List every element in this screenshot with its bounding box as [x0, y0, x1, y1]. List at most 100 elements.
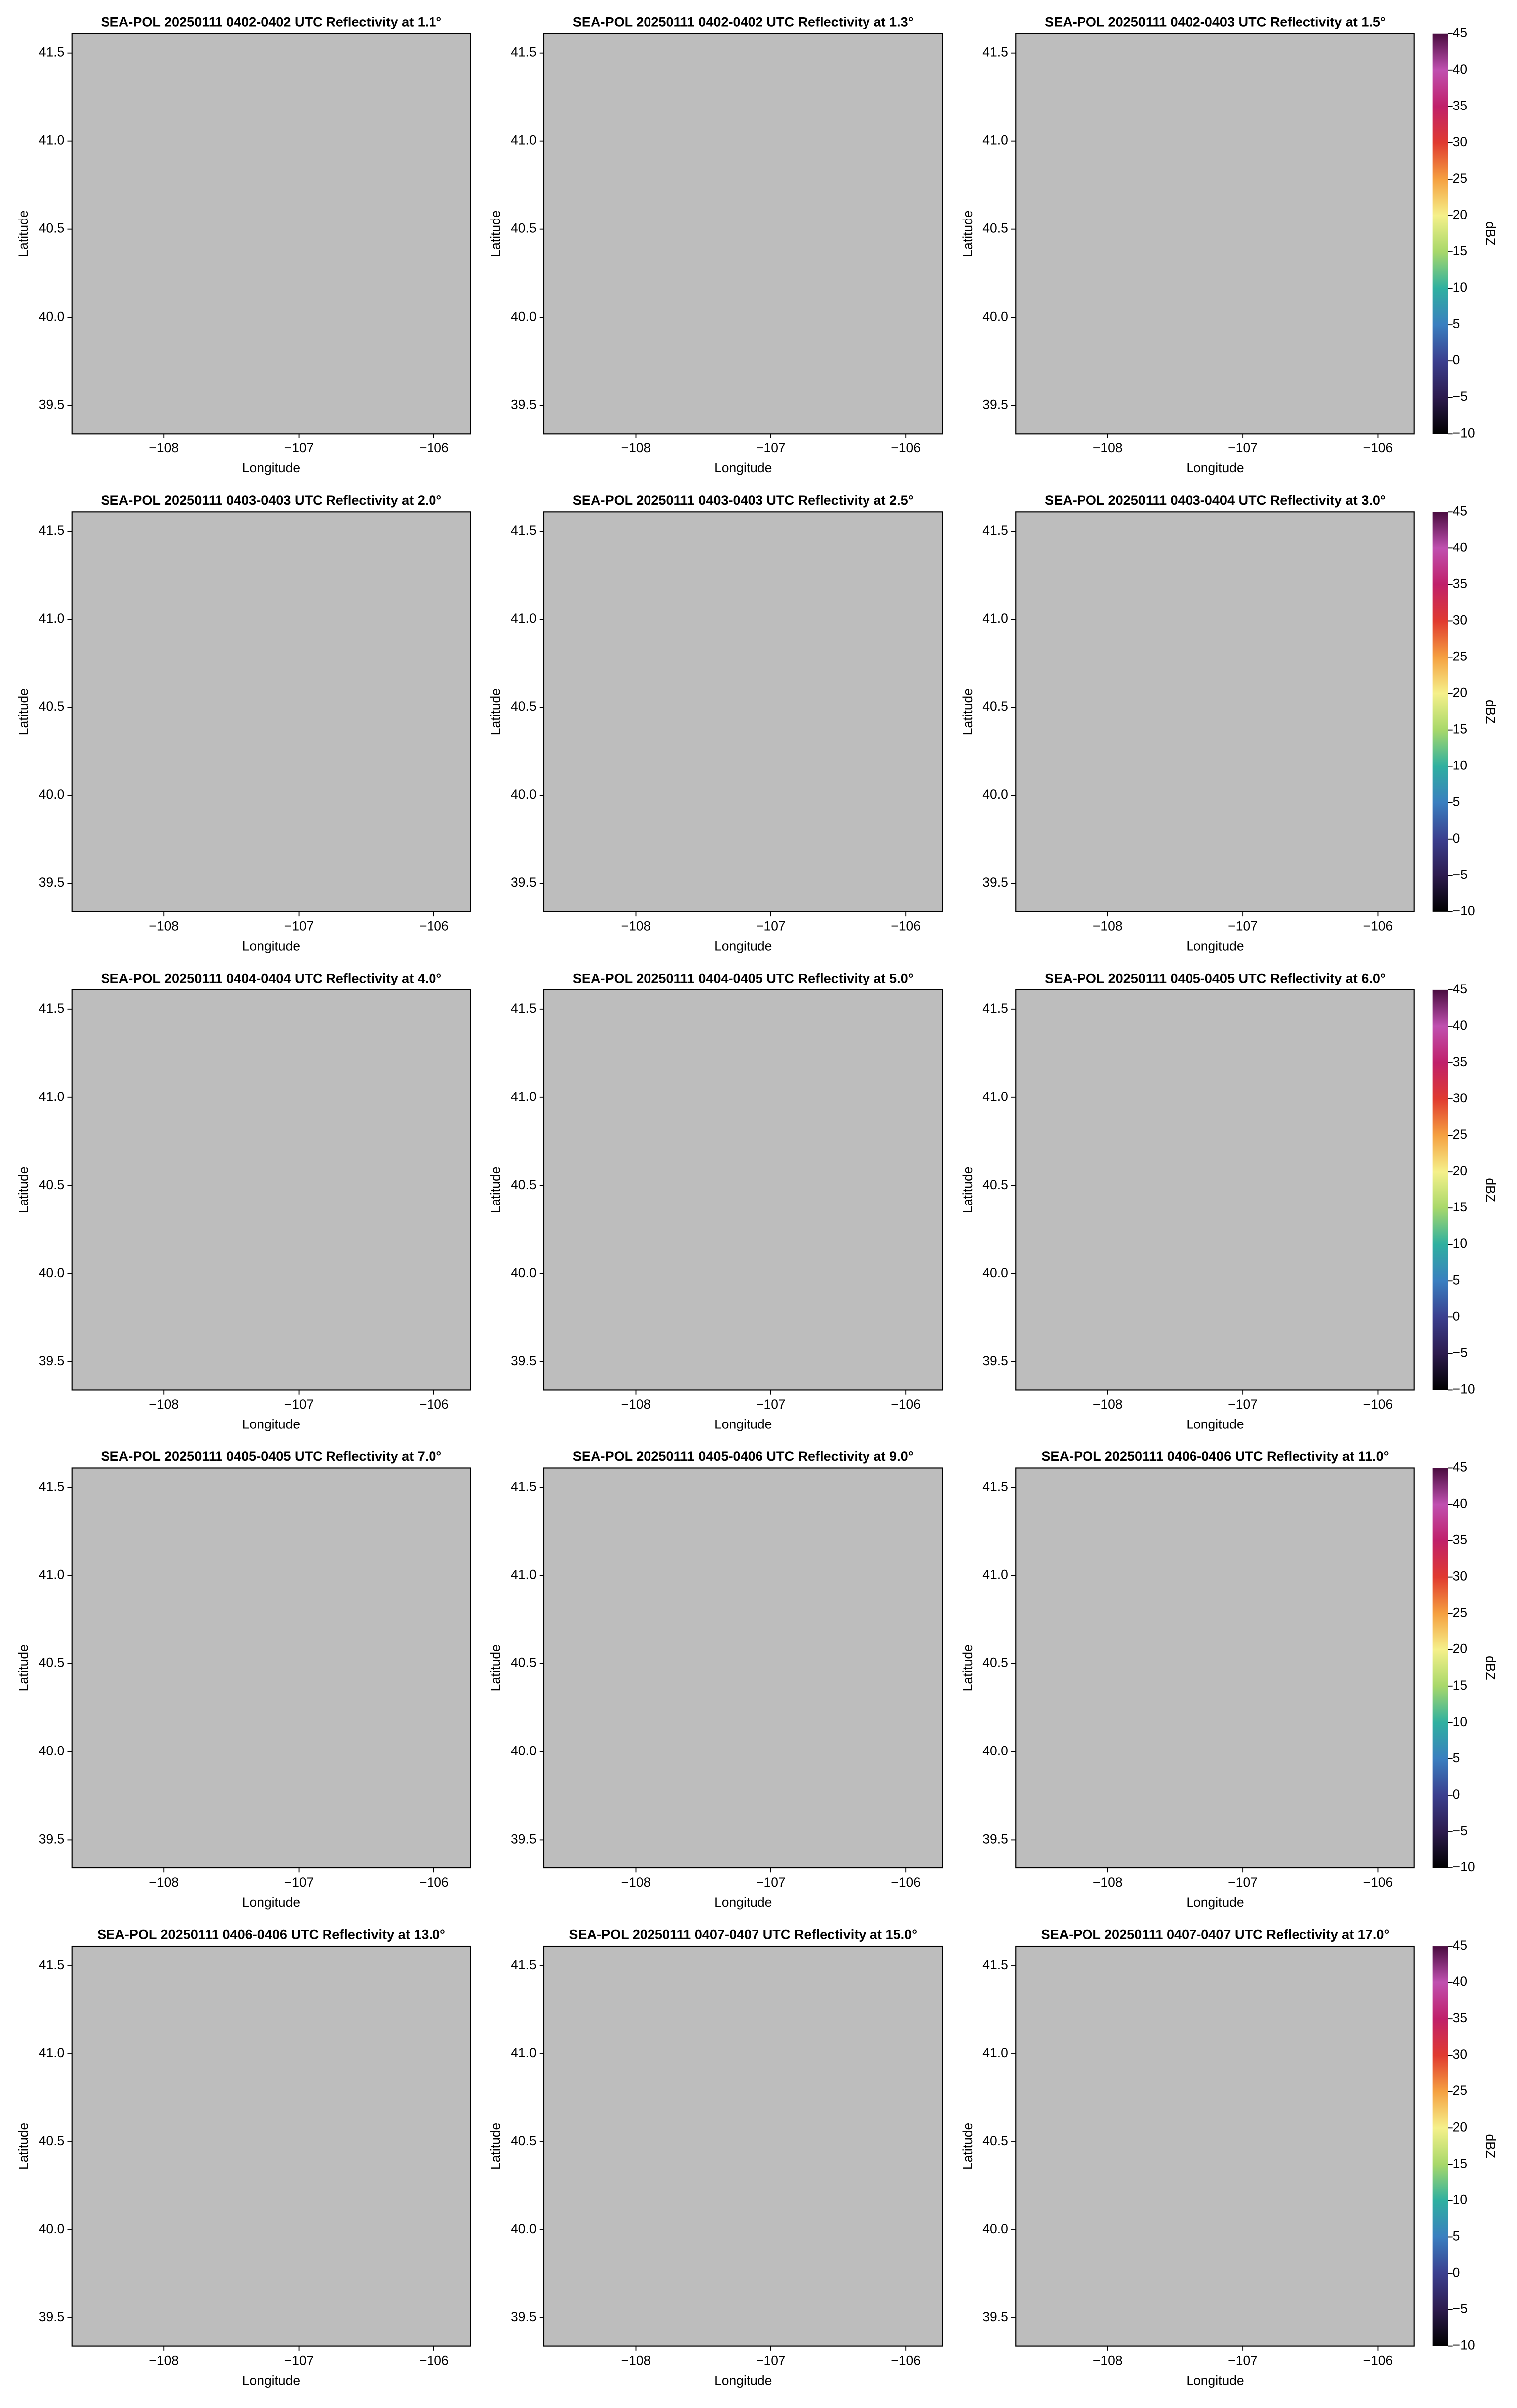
colorbar-tick-label: 40 — [1453, 1018, 1467, 1033]
axes-frame — [71, 33, 471, 435]
x-axis-label: Longitude — [714, 1895, 772, 1910]
y-tick-label: 41.0 — [511, 1089, 537, 1104]
colorbar-tick-label: 5 — [1453, 794, 1460, 809]
x-tick-label: −107 — [1228, 1397, 1258, 1412]
colorbar-tick-label: −5 — [1453, 1823, 1468, 1838]
y-tick-label: 41.0 — [39, 133, 65, 148]
y-tick-label: 41.0 — [511, 133, 537, 148]
colorbar-tick-label: 5 — [1453, 1751, 1460, 1765]
y-tick-label: 40.0 — [39, 2221, 65, 2236]
panel-title: SEA-POL 20250111 0403-0403 UTC Reflectiv… — [101, 492, 442, 508]
y-tick-label: 41.0 — [511, 611, 537, 626]
panel-title: SEA-POL 20250111 0407-0407 UTC Reflectiv… — [1041, 1927, 1390, 1942]
x-tick-label: −107 — [1228, 2353, 1258, 2368]
panel-title: SEA-POL 20250111 0406-0406 UTC Reflectiv… — [97, 1927, 445, 1942]
x-tick-label: −107 — [284, 440, 314, 455]
y-tick-label: 41.5 — [39, 523, 65, 538]
x-tick-label: −106 — [419, 1397, 449, 1412]
y-axis-label: Latitude — [16, 1644, 31, 1691]
x-axis-label: Longitude — [1186, 460, 1244, 475]
axes-frame — [1015, 33, 1415, 435]
y-tick-label: 40.5 — [982, 1655, 1008, 1670]
colorbar-label: dBZ — [1483, 1656, 1498, 1680]
colorbar-tick-label: 30 — [1453, 1091, 1467, 1105]
colorbar-tick-label: 0 — [1453, 1787, 1460, 1802]
colorbar-tick-label: 15 — [1453, 1678, 1467, 1693]
colorbar-tick-label: 5 — [1453, 2228, 1460, 2243]
x-tick-label: −106 — [891, 440, 921, 455]
y-tick-label: 39.5 — [39, 1353, 65, 1368]
x-axis-label: Longitude — [1186, 1417, 1244, 1431]
x-tick-label: −108 — [621, 440, 651, 455]
x-tick-label: −108 — [149, 2353, 179, 2368]
y-tick-label: 39.5 — [511, 1831, 537, 1846]
y-tick-label: 41.0 — [511, 1567, 537, 1582]
y-tick-label: 41.5 — [511, 1479, 537, 1494]
panel-title: SEA-POL 20250111 0403-0403 UTC Reflectiv… — [573, 492, 914, 508]
colorbar-tick-label: 45 — [1453, 25, 1467, 40]
x-axis-label: Longitude — [714, 939, 772, 954]
y-tick-label: 40.5 — [39, 1177, 65, 1192]
colorbar — [1432, 1946, 1448, 2346]
x-tick-label: −108 — [1093, 1875, 1123, 1890]
x-tick-label: −107 — [1228, 440, 1258, 455]
x-axis-label: Longitude — [242, 1417, 300, 1431]
panel-title: SEA-POL 20250111 0402-0402 UTC Reflectiv… — [101, 14, 442, 29]
outside-range — [1016, 989, 1414, 1390]
colorbar-tick-label: 5 — [1453, 316, 1460, 331]
x-axis-label: Longitude — [242, 939, 300, 954]
y-tick-label: 41.5 — [511, 45, 537, 60]
x-tick-label: −108 — [1093, 1397, 1123, 1412]
y-axis-label: Latitude — [488, 1167, 503, 1213]
y-tick-label: 39.5 — [982, 1353, 1008, 1368]
y-tick-label: 40.5 — [39, 2133, 65, 2148]
colorbar-tick-label: 15 — [1453, 243, 1467, 258]
x-tick-label: −107 — [756, 2353, 786, 2368]
colorbar-tick-label: 0 — [1453, 2265, 1460, 2280]
y-axis-label: Latitude — [16, 688, 31, 735]
y-tick-label: 39.5 — [511, 1353, 537, 1368]
colorbar-tick-label: 35 — [1453, 576, 1467, 591]
y-tick-label: 41.0 — [982, 1089, 1008, 1104]
y-tick-label: 40.0 — [511, 1265, 537, 1280]
colorbar-tick-label: 10 — [1453, 1236, 1467, 1251]
y-axis-label: Latitude — [488, 1644, 503, 1691]
colorbar-tick-label: 15 — [1453, 2156, 1467, 2171]
y-tick-label: 41.5 — [511, 1957, 537, 1972]
y-tick-label: 40.5 — [982, 699, 1008, 714]
colorbar-tick-label: 20 — [1453, 685, 1467, 700]
y-axis-label: Latitude — [16, 210, 31, 257]
colorbar-tick-label: 40 — [1453, 540, 1467, 554]
y-axis-label: Latitude — [16, 2123, 31, 2170]
y-tick-label: 39.5 — [511, 875, 537, 890]
y-tick-label: 41.0 — [982, 611, 1008, 626]
colorbar-tick-label: 30 — [1453, 2047, 1467, 2062]
y-tick-label: 41.5 — [39, 1957, 65, 1972]
x-tick-label: −106 — [419, 919, 449, 934]
axes-frame — [1015, 1467, 1415, 1869]
x-tick-label: −106 — [891, 2353, 921, 2368]
outside-range — [543, 33, 943, 434]
panel-title: SEA-POL 20250111 0407-0407 UTC Reflectiv… — [569, 1927, 917, 1942]
x-axis-label: Longitude — [242, 2373, 300, 2388]
colorbar-tick-label: −5 — [1453, 2301, 1468, 2316]
y-tick-label: 40.5 — [982, 2133, 1008, 2148]
y-axis-label: Latitude — [960, 688, 975, 735]
x-tick-label: −108 — [1093, 440, 1123, 455]
colorbar-label: dBZ — [1483, 1178, 1498, 1202]
outside-range — [1016, 1468, 1414, 1868]
colorbar-tick-label: 20 — [1453, 2119, 1467, 2134]
y-tick-label: 39.5 — [982, 1831, 1008, 1846]
x-tick-label: −106 — [1363, 440, 1393, 455]
panel-title: SEA-POL 20250111 0402-0402 UTC Reflectiv… — [573, 14, 914, 29]
colorbar-tick-label: 10 — [1453, 2192, 1467, 2207]
panel-title: SEA-POL 20250111 0405-0405 UTC Reflectiv… — [1045, 970, 1386, 985]
colorbar-tick-label: −5 — [1453, 867, 1468, 882]
y-tick-label: 41.5 — [982, 523, 1008, 538]
y-tick-label: 41.0 — [39, 1089, 65, 1104]
colorbar-tick-label: 20 — [1453, 1163, 1467, 1178]
colorbar-tick-label: −10 — [1453, 1860, 1475, 1874]
x-tick-label: −106 — [1363, 1397, 1393, 1412]
y-tick-label: 40.0 — [511, 787, 537, 802]
